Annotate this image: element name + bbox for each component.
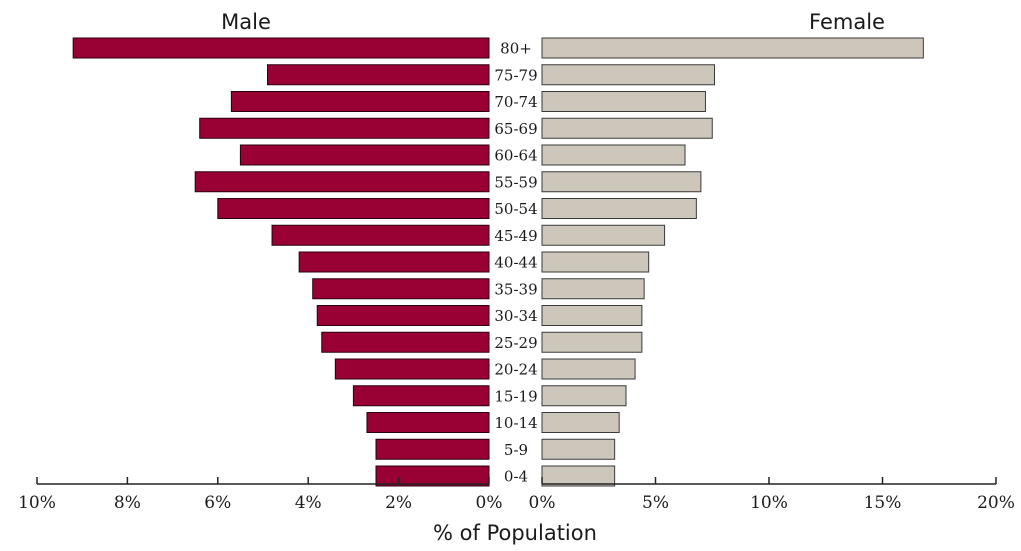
male-bar-40-44: [298, 251, 490, 273]
male-bar-70-74: [230, 91, 490, 112]
female-bar-75-79: [541, 64, 716, 86]
female-bar-65-69: [541, 117, 713, 139]
male-bar-0-4: [375, 465, 490, 487]
female-bar-40-44: [541, 251, 650, 273]
age-group-label: 80+: [500, 40, 532, 58]
male-bar-30-34: [316, 305, 490, 326]
male-tick-label: 6%: [204, 493, 231, 513]
age-group-label: 55-59: [494, 173, 537, 191]
male-bar-10-14: [366, 412, 490, 433]
female-tick-label: 0%: [529, 493, 556, 513]
male-bar-25-29: [321, 331, 490, 353]
female-tick-label: 20%: [977, 493, 1015, 513]
male-tick-label: 10%: [18, 493, 56, 513]
male-bars: [72, 37, 490, 487]
age-group-label: 65-69: [494, 120, 537, 138]
male-tick-label: 0%: [476, 493, 503, 513]
female-tick-label: 15%: [864, 493, 902, 513]
age-group-label: 15-19: [494, 387, 537, 405]
age-group-label: 40-44: [494, 254, 537, 272]
male-bar-20-24: [334, 358, 490, 380]
age-group-label: 60-64: [494, 147, 537, 165]
female-bars: [541, 37, 924, 487]
male-bar-75-79: [267, 64, 490, 86]
male-bar-80+: [72, 37, 490, 59]
female-bar-20-24: [541, 358, 636, 380]
female-bar-35-39: [541, 278, 645, 300]
age-group-label: 70-74: [494, 93, 537, 111]
age-group-label: 75-79: [494, 66, 537, 84]
male-tick-label: 2%: [385, 493, 412, 513]
female-bar-60-64: [541, 144, 686, 166]
male-panel-title: Male: [221, 10, 271, 34]
male-title-group: Male: [221, 10, 271, 34]
male-bar-65-69: [199, 117, 490, 139]
age-group-label: 25-29: [494, 334, 537, 352]
male-bar-15-19: [352, 385, 490, 407]
female-bar-15-19: [541, 385, 627, 407]
female-x-axis: 0% 5% 10% 15% 20%: [529, 477, 1015, 513]
male-bar-45-49: [271, 224, 490, 246]
male-bar-35-39: [312, 278, 490, 300]
age-group-label: 5-9: [504, 441, 528, 459]
female-bar-70-74: [541, 91, 706, 112]
female-bar-50-54: [541, 198, 697, 219]
male-bar-60-64: [239, 144, 490, 166]
male-bar-50-54: [217, 198, 490, 219]
female-title-group: Female: [809, 10, 885, 34]
male-x-axis: 10% 8% 6% 4% 2% 0%: [18, 477, 502, 513]
male-tick-label: 8%: [114, 493, 141, 513]
age-group-label: 35-39: [494, 280, 537, 298]
female-bar-55-59: [541, 171, 702, 193]
female-bar-30-34: [541, 305, 643, 326]
female-bar-0-4: [541, 465, 616, 487]
female-panel-title: Female: [809, 10, 885, 34]
male-tick-label: 4%: [295, 493, 322, 513]
male-bar-5-9: [375, 438, 490, 460]
age-group-labels: 80+ 75-79 70-74 65-69 60-64 55-59 50-54 45-49 40…: [494, 40, 537, 486]
female-tick-label: 5%: [642, 493, 669, 513]
age-group-label: 45-49: [494, 227, 537, 245]
age-group-label: 10-14: [494, 414, 537, 432]
female-bar-25-29: [541, 331, 643, 353]
age-group-label: 30-34: [494, 307, 537, 325]
female-bar-5-9: [541, 438, 616, 460]
female-bar-10-14: [541, 412, 620, 433]
x-axis-title: % of Population: [433, 521, 597, 545]
age-group-label: 0-4: [504, 468, 528, 486]
female-tick-label: 10%: [750, 493, 788, 513]
female-bar-45-49: [541, 224, 666, 246]
female-bar-80+: [541, 37, 924, 59]
male-bar-55-59: [194, 171, 490, 193]
age-group-label: 20-24: [494, 361, 537, 379]
age-group-label: 50-54: [494, 200, 537, 218]
